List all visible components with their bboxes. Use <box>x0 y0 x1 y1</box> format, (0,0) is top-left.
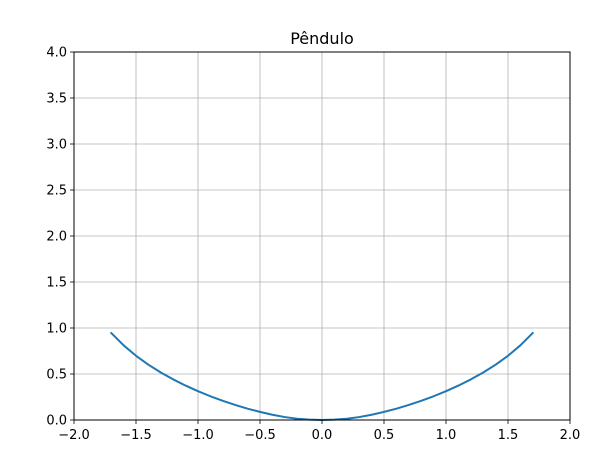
y-tick-label: 2.5 <box>46 184 67 199</box>
x-tick-label: −0.5 <box>244 428 276 443</box>
y-tick-label: 1.0 <box>46 322 67 337</box>
x-tick-label: 0.0 <box>312 428 333 443</box>
x-tick-label: −1.0 <box>182 428 214 443</box>
y-tick-label: 0.5 <box>46 368 67 383</box>
chart-title: Pêndulo <box>290 29 354 48</box>
y-tick-label: 4.0 <box>46 46 67 61</box>
y-tick-label: 0.0 <box>46 414 67 429</box>
axis-ticks: −2.0 −1.5 −1.0 −0.5 0.0 0.5 1.0 1.5 2.0 0.0 0.5 1.0… <box>46 46 580 444</box>
y-tick-label: 3.0 <box>46 138 67 153</box>
x-tick-label: 1.0 <box>436 428 457 443</box>
y-tick-label: 2.0 <box>46 230 67 245</box>
y-tick-label: 3.5 <box>46 92 67 107</box>
x-tick-label: 2.0 <box>560 428 581 443</box>
x-tick-label: −2.0 <box>58 428 90 443</box>
y-tick-label: 1.5 <box>46 276 67 291</box>
x-tick-label: 1.5 <box>498 428 519 443</box>
x-tick-label: −1.5 <box>120 428 152 443</box>
x-tick-label: 0.5 <box>374 428 395 443</box>
